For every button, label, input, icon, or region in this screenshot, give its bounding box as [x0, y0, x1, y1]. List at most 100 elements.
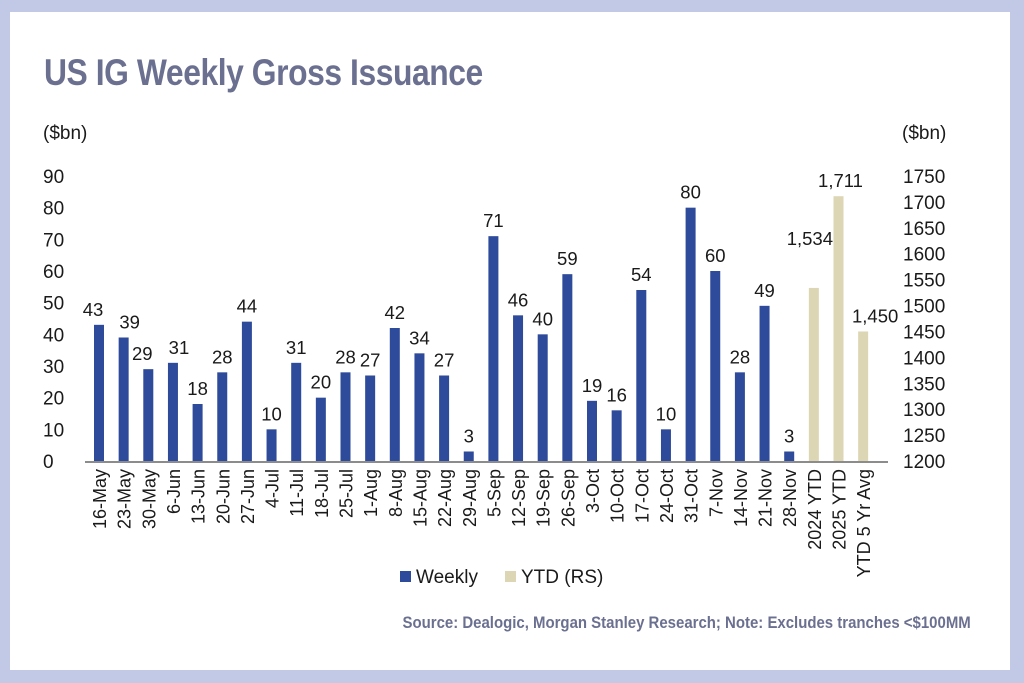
- x-axis-tick-label: 18-Jul: [312, 469, 332, 518]
- left-axis-tick-label: 60: [43, 262, 64, 283]
- left-axis-tick-label: 50: [43, 294, 64, 315]
- left-axis-ticks: 0 10 20 30 40 50 60 70 80 90: [43, 167, 64, 473]
- right-axis-tick-label: 1750: [903, 167, 945, 188]
- data-label: 31: [286, 337, 307, 358]
- data-label: 43: [83, 299, 104, 320]
- right-axis-tick-label: 1200: [903, 452, 945, 473]
- x-axis-tick-label: 12-Sep: [509, 469, 529, 527]
- data-label: 3: [464, 426, 474, 447]
- weekly-bar: [439, 375, 450, 461]
- right-axis-tick-label: 1550: [903, 271, 945, 292]
- left-axis-unit-label: ($bn): [43, 123, 87, 144]
- data-label: 18: [187, 378, 208, 399]
- left-axis-tick-label: 20: [43, 389, 64, 410]
- right-axis-tick-label: 1500: [903, 297, 945, 318]
- x-axis-tick-label: 4-Jul: [263, 469, 283, 508]
- weekly-bar: [660, 429, 671, 461]
- x-axis-tick-label: 13-Jun: [189, 469, 209, 524]
- x-axis-tick-label: 8-Aug: [386, 469, 406, 517]
- right-axis-tick-label: 1350: [903, 374, 945, 395]
- weekly-bar: [118, 337, 129, 461]
- weekly-bar: [636, 290, 647, 461]
- right-axis-tick-label: 1300: [903, 400, 945, 421]
- legend-label-weekly: Weekly: [416, 567, 478, 588]
- weekly-bar: [537, 334, 548, 461]
- data-label: 80: [680, 182, 701, 203]
- data-label: 19: [582, 375, 603, 396]
- data-label: 39: [119, 312, 140, 333]
- right-axis-tick-label: 1250: [903, 426, 945, 447]
- x-axis-tick-label: 14-Nov: [731, 469, 751, 527]
- data-label: 28: [730, 346, 751, 367]
- x-axis-tick-label: 16-May: [90, 469, 110, 529]
- weekly-bar: [94, 324, 104, 461]
- data-label: 16: [606, 384, 627, 405]
- right-axis-tick-label: 1450: [903, 322, 945, 343]
- x-axis-tick-label: 20-Jun: [213, 469, 233, 524]
- ytd-bar: [833, 196, 844, 461]
- weekly-bar: [291, 362, 302, 461]
- x-axis-tick-label: 3-Oct: [583, 469, 603, 513]
- left-axis-tick-label: 10: [43, 420, 64, 441]
- weekly-bar: [685, 207, 696, 461]
- data-label: 54: [631, 264, 652, 285]
- data-label: 27: [360, 350, 381, 371]
- right-axis-unit-label: ($bn): [902, 123, 946, 144]
- legend-swatch-ytd: [505, 571, 516, 582]
- weekly-bar: [241, 321, 252, 461]
- right-axis-tick-label: 1700: [903, 193, 945, 214]
- left-axis-tick-label: 40: [43, 325, 64, 346]
- x-axis-labels: 16-May 23-May 30-May 6-Jun 13-Jun 20-Jun 27-Ju…: [90, 469, 874, 577]
- weekly-bar: [167, 362, 178, 461]
- right-axis-tick-label: 1400: [903, 348, 945, 369]
- x-axis-tick-label: 5-Sep: [484, 469, 504, 517]
- data-label: 59: [557, 248, 578, 269]
- x-axis-tick-label: 25-Jul: [337, 469, 357, 518]
- left-axis-tick-label: 80: [43, 199, 64, 220]
- weekly-bar: [710, 271, 721, 461]
- data-label: 44: [237, 296, 258, 317]
- x-axis-tick-label: 17-Oct: [632, 469, 652, 523]
- x-axis-tick-label: 26-Sep: [558, 469, 578, 527]
- x-axis-tick-label: 15-Aug: [410, 469, 430, 527]
- x-axis-tick-label: 10-Oct: [608, 469, 628, 523]
- data-label: 10: [656, 403, 677, 424]
- weekly-bar: [365, 375, 376, 461]
- data-label: 42: [385, 302, 406, 323]
- data-label: 1,711: [818, 170, 863, 191]
- data-label: 29: [132, 343, 153, 364]
- x-axis-tick-label: 7-Nov: [706, 469, 726, 517]
- data-label: 31: [169, 337, 190, 358]
- x-axis-tick-label: 22-Aug: [435, 469, 455, 527]
- weekly-bar: [513, 315, 524, 461]
- legend-swatch-weekly: [400, 571, 411, 582]
- x-axis-tick-label: YTD 5 Yr Avg: [854, 469, 874, 577]
- weekly-bar: [192, 404, 203, 461]
- x-axis-tick-label: 2024 YTD: [805, 469, 825, 550]
- x-axis-tick-label: 21-Nov: [756, 469, 776, 527]
- x-axis-tick-label: 30-May: [139, 469, 159, 529]
- data-label: 46: [508, 289, 529, 310]
- data-label: 3: [784, 426, 794, 447]
- weekly-bar: [488, 236, 499, 461]
- data-label: 28: [335, 346, 356, 367]
- chart-title: US IG Weekly Gross Issuance: [44, 52, 483, 93]
- x-axis-tick-label: 24-Oct: [657, 469, 677, 523]
- right-axis-tick-label: 1650: [903, 219, 945, 240]
- weekly-bar: [562, 274, 573, 461]
- weekly-bar: [587, 400, 597, 461]
- data-label: 20: [311, 372, 332, 393]
- x-axis-tick-label: 1-Aug: [361, 469, 381, 517]
- weekly-bar: [463, 451, 474, 461]
- x-axis-tick-label: 11-Jul: [287, 469, 307, 517]
- source-note: Source: Dealogic, Morgan Stanley Researc…: [402, 613, 971, 632]
- weekly-bar: [389, 328, 400, 461]
- weekly-bar: [143, 369, 154, 461]
- left-axis-tick-label: 30: [43, 357, 64, 378]
- data-label: 49: [754, 280, 775, 301]
- weekly-bar: [414, 353, 425, 461]
- ytd-bar: [858, 331, 869, 461]
- data-label: 60: [705, 245, 726, 266]
